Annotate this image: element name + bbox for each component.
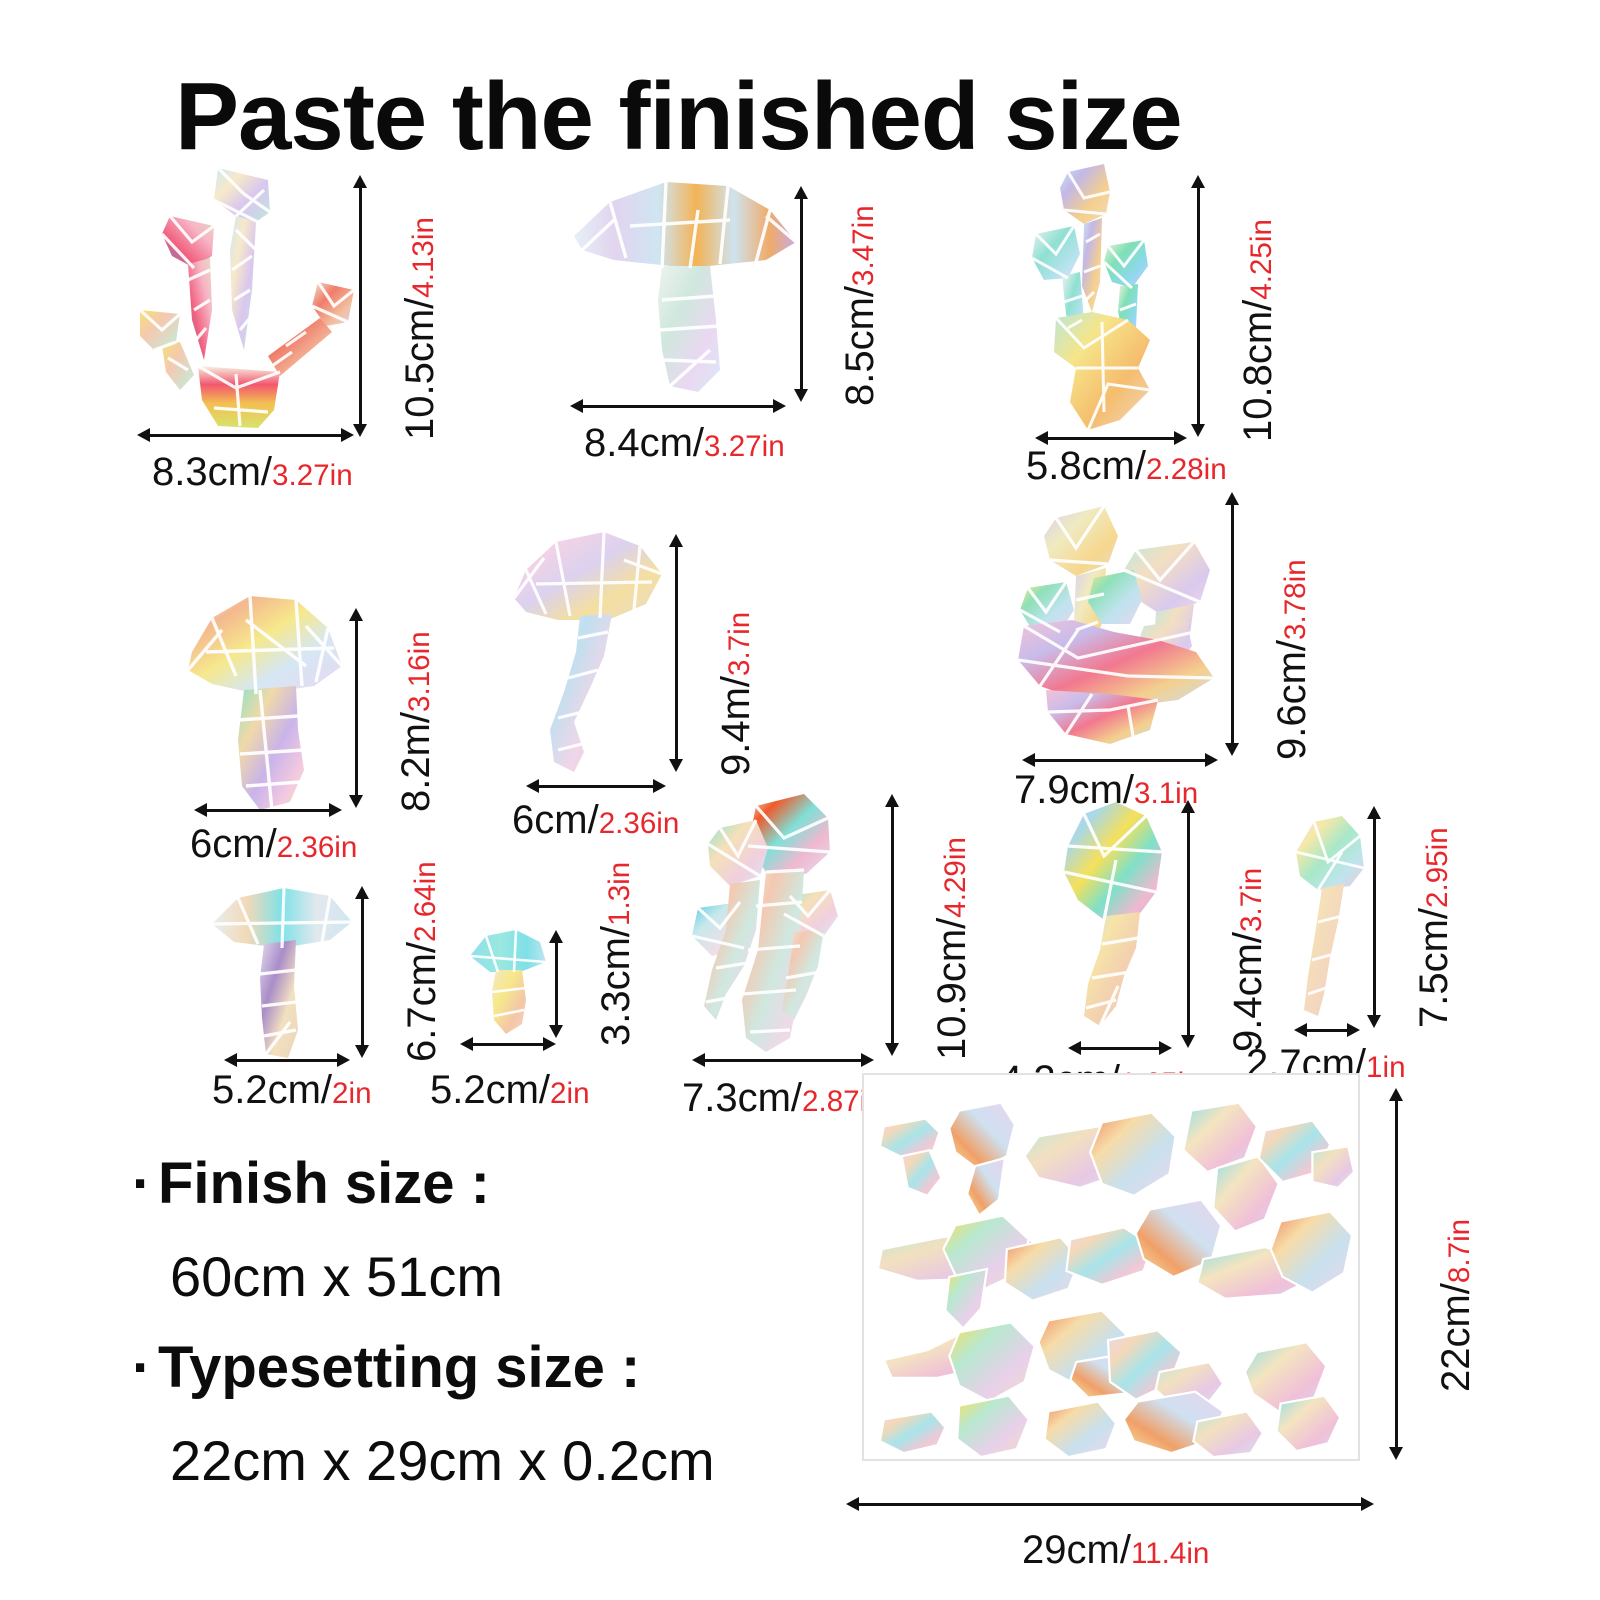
width-arrow-1 xyxy=(137,427,354,443)
sheet-height-label: 22cm/8.7in xyxy=(1434,1218,1478,1392)
typesetting-size-label: · Typesetting size : xyxy=(132,1335,641,1400)
mushroom-bell-cap-graphic xyxy=(1058,800,1168,1032)
height-label-7: 6.7cm/2.64in xyxy=(400,861,444,1062)
finish-size-value: 60cm x 51cm xyxy=(170,1245,503,1308)
height-arrow-7 xyxy=(354,886,370,1058)
height-label-6: 9.6cm/3.78in xyxy=(1270,559,1314,760)
height-arrow-1 xyxy=(352,175,368,437)
height-label-8: 3.3cm/1.3in xyxy=(594,861,638,1046)
width-label-5: 6cm/2.36in xyxy=(512,798,680,842)
width-arrow-4 xyxy=(194,802,342,818)
sticker-sheet-preview xyxy=(862,1073,1360,1461)
height-arrow-2 xyxy=(793,186,809,402)
height-arrow-4 xyxy=(348,608,364,808)
height-label-11: 7.5cm/2.95in xyxy=(1412,827,1456,1028)
height-arrow-3 xyxy=(1190,175,1206,437)
width-label-7: 5.2cm/2in xyxy=(212,1068,372,1112)
width-arrow-5 xyxy=(526,778,666,794)
mushroom-cluster-tall-graphic xyxy=(140,160,360,430)
width-label-3: 5.8cm/2.28in xyxy=(1026,444,1227,488)
width-arrow-9 xyxy=(692,1052,874,1068)
height-label-10: 9.4cm/3.7in xyxy=(1226,867,1270,1052)
mushroom-slender-graphic xyxy=(1290,812,1368,1024)
mushroom-flat-cap-graphic xyxy=(210,882,355,1064)
width-arrow-3 xyxy=(1035,430,1187,446)
height-label-9: 10.9cm/4.29in xyxy=(930,837,974,1060)
width-arrow-6 xyxy=(1022,752,1218,768)
width-label-9: 7.3cm/2.87in xyxy=(682,1076,883,1120)
height-label-4: 8.2m/3.16in xyxy=(394,631,438,812)
height-label-2: 8.5cm/3.47in xyxy=(838,205,882,406)
height-arrow-10 xyxy=(1180,800,1196,1048)
mushroom-cluster-four-graphic xyxy=(690,790,875,1058)
finish-size-label: · Finish size : xyxy=(132,1151,490,1216)
height-arrow-11 xyxy=(1366,806,1382,1028)
sheet-height-arrow xyxy=(1388,1088,1404,1460)
mushroom-trio-slim-graphic xyxy=(1032,162,1197,434)
height-arrow-6 xyxy=(1224,492,1240,756)
sheet-width-arrow xyxy=(846,1496,1374,1512)
width-label-1: 8.3cm/3.27in xyxy=(152,450,353,494)
mushroom-tiny-graphic xyxy=(468,928,550,1038)
width-label-4: 6cm/2.36in xyxy=(190,822,358,866)
sheet-width-label: 29cm/11.4in xyxy=(1022,1528,1210,1572)
width-arrow-7 xyxy=(224,1052,350,1068)
width-arrow-11 xyxy=(1294,1022,1360,1038)
width-label-8: 5.2cm/2in xyxy=(430,1068,590,1112)
height-arrow-8 xyxy=(548,930,564,1038)
width-label-2: 8.4cm/3.27in xyxy=(584,421,785,465)
height-label-3: 10.8cm/4.25in xyxy=(1236,219,1280,442)
height-arrow-9 xyxy=(884,794,900,1056)
height-arrow-5 xyxy=(668,534,684,772)
mushroom-cluster-five-graphic xyxy=(1018,500,1246,752)
page-title: Paste the finished size xyxy=(175,63,1183,170)
typesetting-size-value: 22cm x 29cm x 0.2cm xyxy=(170,1429,715,1492)
mushroom-wide-cap-graphic xyxy=(570,180,800,395)
mushroom-round-cap-graphic xyxy=(186,590,351,820)
height-label-5: 9.4m/3.7in xyxy=(714,611,758,776)
width-arrow-2 xyxy=(570,398,786,414)
height-label-1: 10.5cm/4.13in xyxy=(398,217,442,440)
mushroom-curved-stem-graphic xyxy=(512,528,677,778)
width-arrow-8 xyxy=(460,1036,556,1052)
bullet-icon: · xyxy=(132,1151,152,1216)
bullet-icon-2: · xyxy=(132,1335,152,1400)
width-arrow-10 xyxy=(1068,1040,1172,1056)
